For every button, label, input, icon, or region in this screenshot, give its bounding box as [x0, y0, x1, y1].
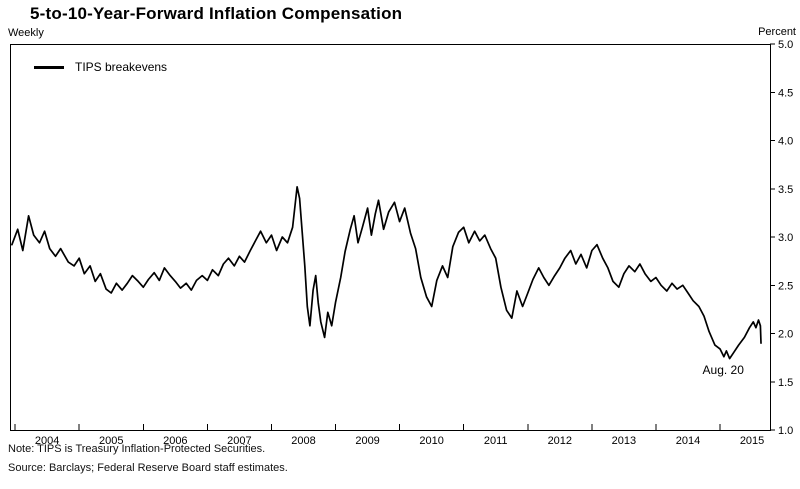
legend-label: TIPS breakevens — [75, 60, 168, 74]
x-axis-tick-label: 2008 — [291, 435, 315, 447]
y-axis-tick-label: 4.5 — [778, 87, 793, 99]
x-axis-tick-label: 2014 — [676, 435, 700, 447]
unit-label: Percent — [758, 26, 796, 38]
chart-note: Note: TIPS is Treasury Inflation-Protect… — [8, 443, 266, 455]
y-axis-tick-label: 3.5 — [778, 184, 793, 196]
x-axis-tick-label: 2013 — [612, 435, 636, 447]
y-axis-tick-label: 2.0 — [778, 329, 793, 341]
x-axis-tick-label: 2006 — [163, 435, 187, 447]
y-axis-tick-label: 2.5 — [778, 280, 793, 292]
x-axis-tick-label: 2007 — [227, 435, 251, 447]
y-axis-tick-label: 1.5 — [778, 377, 793, 389]
x-axis-tick-label: 2010 — [419, 435, 443, 447]
frequency-label: Weekly — [8, 27, 44, 39]
x-axis-tick-label: 2011 — [484, 435, 508, 447]
legend: TIPS breakevens — [34, 60, 167, 74]
last-observation-annotation: Aug. 20 — [703, 363, 745, 377]
y-axis-tick-label: 4.0 — [778, 136, 793, 148]
legend-line-swatch — [34, 65, 64, 69]
chart-source: Source: Barclays; Federal Reserve Board … — [8, 462, 288, 474]
x-axis-tick-label: 2012 — [548, 435, 572, 447]
x-axis-tick-label: 2015 — [740, 435, 764, 447]
tips-breakevens-line — [11, 185, 762, 360]
x-axis-tick-label: 2004 — [35, 435, 59, 447]
y-axis-tick-label: 1.0 — [778, 425, 793, 437]
y-axis-tick-label: 5.0 — [778, 39, 793, 51]
y-axis-tick-label: 3.0 — [778, 232, 793, 244]
plot-frame — [10, 44, 771, 431]
chart-title: 5-to-10-Year-Forward Inflation Compensat… — [30, 4, 403, 23]
x-axis-tick-label: 2005 — [99, 435, 123, 447]
x-axis-tick-label: 2009 — [355, 435, 379, 447]
